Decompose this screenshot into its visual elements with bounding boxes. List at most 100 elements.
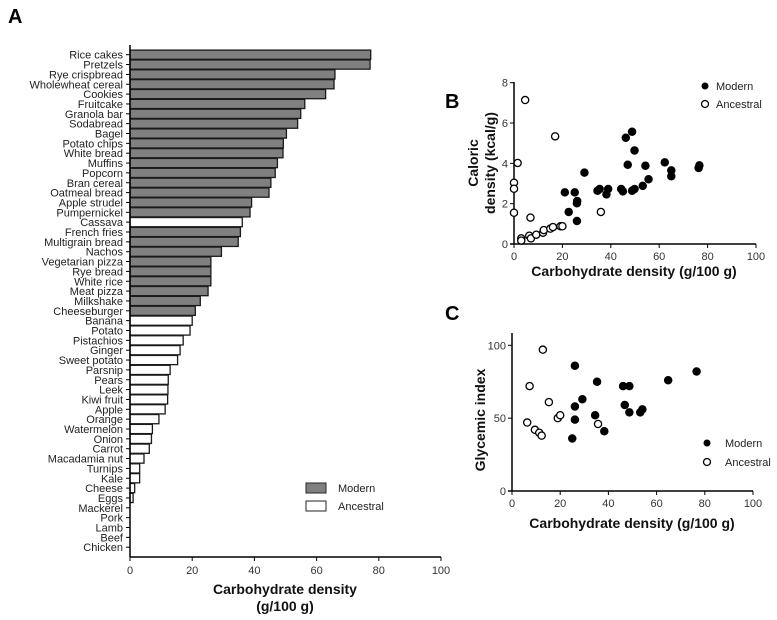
x-tick-label: 80 <box>699 498 711 510</box>
bar-kale <box>129 472 141 484</box>
point-modern <box>590 410 600 420</box>
point-ancestral <box>596 207 606 217</box>
bar-banana <box>129 315 193 326</box>
point-modern <box>625 381 634 391</box>
point-modern <box>663 376 673 385</box>
panel-b-ylabel-line1: Caloric <box>465 139 481 187</box>
bar-oatmeal-bread <box>129 187 270 198</box>
bar-label: Rice cakes <box>69 50 123 62</box>
bar-pears <box>129 374 169 385</box>
bar-pistachios <box>129 335 184 346</box>
bar-onion <box>129 433 153 445</box>
point-modern <box>572 216 582 226</box>
y-tick-label: 6 <box>502 118 508 130</box>
point-modern <box>570 402 580 411</box>
point-modern <box>600 427 609 436</box>
bar-kiwi-fruit <box>129 394 169 405</box>
x-tick-label: 60 <box>310 565 322 577</box>
x-tick-label: 20 <box>556 251 568 263</box>
bar-label: Turnips <box>87 463 124 475</box>
bar-cookies <box>129 88 327 100</box>
point-ancestral <box>509 208 519 217</box>
bar-label: Cassava <box>80 217 124 229</box>
bar-label: Watermelon <box>64 424 123 436</box>
point-modern <box>560 188 570 197</box>
y-tick-label: 8 <box>502 78 508 90</box>
y-tick-label: 4 <box>502 158 508 170</box>
point-modern <box>630 146 639 155</box>
bar-label: French fries <box>65 227 124 239</box>
y-tick-label: 100 <box>488 340 506 352</box>
legend-b-modern-marker <box>701 82 709 90</box>
bar-parsnip <box>129 364 171 376</box>
point-ancestral <box>537 431 546 440</box>
point-modern <box>692 367 701 376</box>
bar-muffins <box>129 157 279 169</box>
point-ancestral <box>513 158 522 168</box>
point-modern <box>623 160 632 170</box>
bar-bran-cereal <box>129 177 272 188</box>
bar-label: Muffins <box>88 158 124 170</box>
bar-white-bread <box>129 147 284 159</box>
bar-label: Sweet potato <box>59 355 123 367</box>
y-tick-label: 0 <box>500 486 506 498</box>
point-ancestral <box>544 397 554 407</box>
x-tick-label: 20 <box>554 498 566 510</box>
point-modern <box>572 199 582 208</box>
bar-label: Cheese <box>85 483 123 495</box>
point-modern <box>621 133 631 142</box>
bar-sodabread <box>129 118 299 129</box>
bar-potato-chips <box>129 138 284 149</box>
point-modern <box>667 166 676 175</box>
x-tick-label: 40 <box>248 565 260 577</box>
bar-label: Eggs <box>98 493 124 505</box>
panel-c-xlabel: Carbohydrate density (g/100 g) <box>529 515 734 531</box>
bar-label: Leek <box>99 385 123 397</box>
x-tick-label: 40 <box>605 251 617 263</box>
bar-label: Apple strudel <box>59 197 123 209</box>
bar-label: Macadamia nut <box>48 454 123 466</box>
point-modern <box>592 377 602 386</box>
legend-a-modern-swatch <box>305 482 327 494</box>
bar-label: Cookies <box>83 89 123 101</box>
bar-orange <box>129 413 160 425</box>
x-tick-label: 100 <box>744 498 762 510</box>
point-modern <box>641 161 650 171</box>
point-ancestral <box>550 132 560 141</box>
point-ancestral <box>522 418 532 427</box>
bar-ginger <box>129 344 181 356</box>
bar-label: Cheeseburger <box>53 306 123 318</box>
bar-label: Oatmeal bread <box>50 188 123 200</box>
bar-label: Apple <box>95 404 123 416</box>
legend-c-ancestral-label: Ancestral <box>725 457 771 469</box>
panel-b-scatter: 0 20 40 60 80 100 0 2 4 6 8 <box>502 78 765 263</box>
bar-label: White rice <box>74 276 123 288</box>
x-tick-label: 20 <box>186 565 198 577</box>
point-modern <box>618 187 628 196</box>
y-tick-label: 0 <box>502 239 508 251</box>
bar-potato <box>129 325 191 336</box>
bar-pretzels <box>129 59 371 70</box>
bar-label: Kale <box>101 473 123 485</box>
panel-b-xlabel: Carbohydrate density (g/100 g) <box>531 263 736 279</box>
point-modern <box>660 158 670 167</box>
x-tick-label: 0 <box>127 565 133 577</box>
panel-c-scatter: 0 20 40 60 80 100 0 50 100 <box>488 333 762 510</box>
bar-label: Sodabread <box>69 119 123 131</box>
legend-b-ancestral-label: Ancestral <box>716 99 762 111</box>
bar-wholewheat-cereal <box>129 79 335 90</box>
y-tick-label: 50 <box>494 413 506 425</box>
legend-a-ancestral-swatch <box>305 500 327 512</box>
point-ancestral <box>555 410 565 420</box>
bar-granola-bar <box>129 108 302 120</box>
bar-cheeseburger <box>129 305 196 317</box>
point-ancestral <box>517 236 526 245</box>
bar-label: Pistachios <box>73 335 124 347</box>
point-modern <box>580 168 589 177</box>
bar-label: Pears <box>94 375 123 387</box>
point-modern <box>603 184 613 194</box>
legend-c-modern-marker <box>703 439 711 447</box>
bar-meat-pizza <box>129 285 209 297</box>
